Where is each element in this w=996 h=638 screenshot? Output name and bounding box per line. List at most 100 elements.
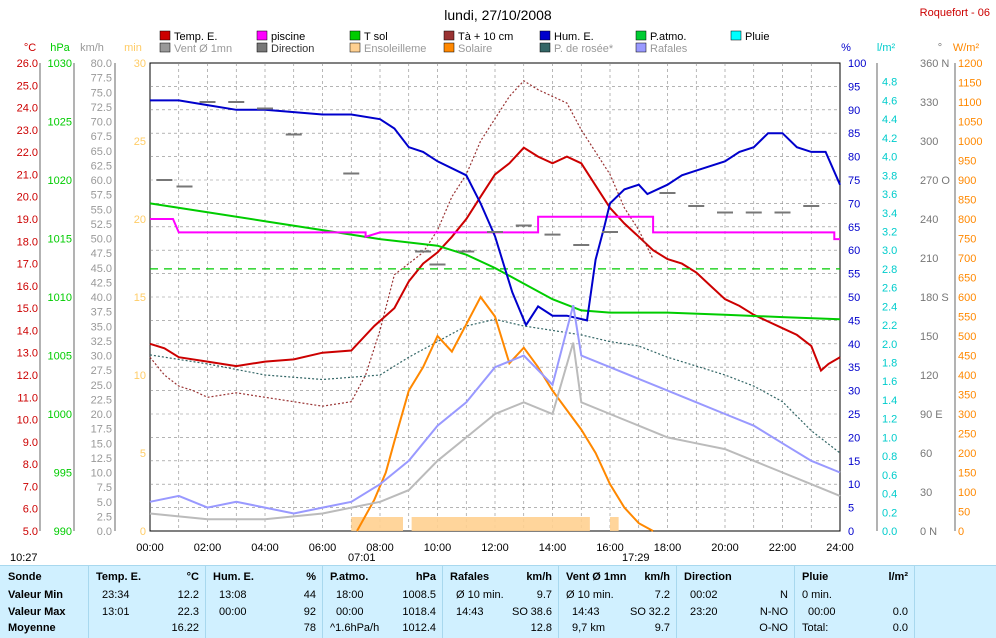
legend-swatch [349, 30, 361, 41]
hum-axis-tick: 55 [848, 269, 860, 281]
chart-plot-area [149, 80, 841, 532]
stats-direction: Direction 00:02 N 23:20 N-NO O-NO [678, 566, 794, 638]
stats-pluie-unit: l/m² [888, 571, 908, 583]
stats-temp-unit: °C [186, 571, 199, 583]
solar-axis-tick: 650 [958, 273, 976, 285]
series-line [149, 342, 841, 521]
solar-axis-tick: 450 [958, 351, 976, 363]
wind-axis-tick: 15.0 [91, 438, 112, 450]
legend-swatch [159, 42, 171, 53]
wind-axis-tick: 47.5 [91, 248, 112, 260]
stats-vent-title: Vent Ø 1mn [566, 571, 627, 583]
sunshine-bar [411, 517, 590, 531]
dir-axis-tick: 360 N [920, 58, 949, 70]
sunset-label: 17:29 [622, 552, 650, 564]
temp-axis-tick: 19.0 [17, 214, 38, 226]
rain-axis-tick: 2.2 [882, 320, 897, 332]
press-axis-tick: 1030 [48, 58, 72, 70]
dir-axis-tick: 30 [920, 487, 932, 499]
solar-axis-tick: 1150 [958, 78, 982, 90]
legend-label: Hum. E. [554, 31, 594, 43]
rain-axis-tick: 0.2 [882, 507, 897, 519]
series-line [149, 304, 841, 515]
chart-grid [149, 62, 841, 532]
stats-vent-max-dir: SO [630, 606, 646, 618]
x-axis-tick: 16:00 [596, 542, 624, 554]
wind-axis-tick: 70.0 [91, 117, 112, 129]
sun-axis-tick: 15 [134, 292, 146, 304]
rain-axis-tick: 1.2 [882, 414, 897, 426]
legend-swatch [635, 30, 647, 41]
stats-press-avg: 1012.4 [402, 622, 436, 634]
rain-axis-tick: 3.6 [882, 189, 897, 201]
legend-swatch [539, 30, 551, 41]
press-axis-tick: 1015 [48, 234, 72, 246]
legend-swatch [443, 42, 455, 53]
stats-temp-max-time: 13:01 [102, 606, 130, 618]
legend-label: Ensoleilleme [364, 43, 426, 55]
stats-labels: Sonde Valeur Min Valeur Max Moyenne [0, 566, 90, 638]
press-axis-tick: 1025 [48, 117, 72, 129]
stats-vent-max-time: 14:43 [572, 606, 600, 618]
hum-axis-tick: 10 [848, 479, 860, 491]
sunrise-label: 07:01 [348, 552, 376, 564]
wind-axis-tick: 55.0 [91, 204, 112, 216]
legend-label: Direction [271, 43, 314, 55]
series-line [356, 295, 654, 532]
wind-axis-tick: 30.0 [91, 351, 112, 363]
hum-axis-tick: 90 [848, 105, 860, 117]
series-line [150, 215, 840, 241]
stats-temp-min-time: 23:34 [102, 589, 130, 601]
solar-axis-tick: 700 [958, 253, 976, 265]
stats-hum-min-time: 13:08 [219, 589, 247, 601]
legend-swatch [349, 42, 361, 53]
axis-unit-label: W/m² [953, 42, 980, 54]
stats-raf-unit: km/h [526, 571, 552, 583]
chart-axes: 5.0 6.0 7.0 8.0 9.0 10.0 11.0 12.0 13.0 14.0 15.0 1… [17, 42, 983, 554]
dir-axis-tick: 120 [920, 370, 938, 382]
solar-axis-tick: 900 [958, 175, 976, 187]
dir-axis-tick: 270 O [920, 175, 950, 187]
stats-pluie-avg: 0.0 [892, 622, 908, 634]
press-axis-tick: 1000 [48, 409, 72, 421]
temp-axis-tick: 18.0 [17, 236, 38, 248]
wind-axis-tick: 2.5 [97, 511, 112, 523]
solar-axis-tick: 1000 [958, 136, 982, 148]
avg-label: Moyenne [8, 622, 56, 634]
rain-axis-tick: 0.6 [882, 470, 897, 482]
solar-axis-tick: 1050 [958, 117, 982, 129]
rain-axis-tick: 4.2 [882, 133, 897, 145]
legend-swatch [159, 30, 171, 41]
temp-axis-tick: 5.0 [23, 526, 38, 538]
temp-axis-tick: 17.0 [17, 259, 38, 271]
wind-axis-tick: 62.5 [91, 160, 112, 172]
temp-axis-tick: 15.0 [17, 303, 38, 315]
sunshine-bar [351, 517, 403, 531]
legend-label: piscine [271, 31, 305, 43]
wind-axis-tick: 40.0 [91, 292, 112, 304]
series-line [150, 99, 841, 328]
stats-pluie-max-val: 0.0 [892, 606, 908, 618]
axis-unit-label: l/m² [877, 42, 896, 54]
stats-vent-max-val: 32.2 [648, 606, 670, 618]
hum-axis-tick: 65 [848, 222, 860, 234]
wind-axis-tick: 75.0 [91, 87, 112, 99]
rain-axis-tick: 3.2 [882, 226, 897, 238]
rain-axis-tick: 1.0 [882, 432, 897, 444]
hum-axis-tick: 70 [848, 198, 860, 210]
rain-axis-tick: 0.8 [882, 451, 897, 463]
temp-axis-tick: 24.0 [17, 103, 38, 115]
hum-axis-tick: 35 [848, 362, 860, 374]
wind-axis-tick: 22.5 [91, 394, 112, 406]
legend-swatch [256, 42, 268, 53]
temp-axis-tick: 20.0 [17, 192, 38, 204]
axis-unit-label: min [124, 42, 142, 54]
rain-axis-tick: 2.0 [882, 339, 897, 351]
hum-axis-tick: 100 [848, 58, 866, 70]
temp-axis-tick: 13.0 [17, 348, 38, 360]
stats-press-unit: hPa [415, 571, 436, 583]
stats-dir-avg: O-NO [759, 622, 788, 634]
temp-axis-tick: 26.0 [17, 58, 38, 70]
time-markers: 10:27 07:01 17:29 [10, 552, 650, 564]
x-axis-tick: 06:00 [309, 542, 337, 554]
